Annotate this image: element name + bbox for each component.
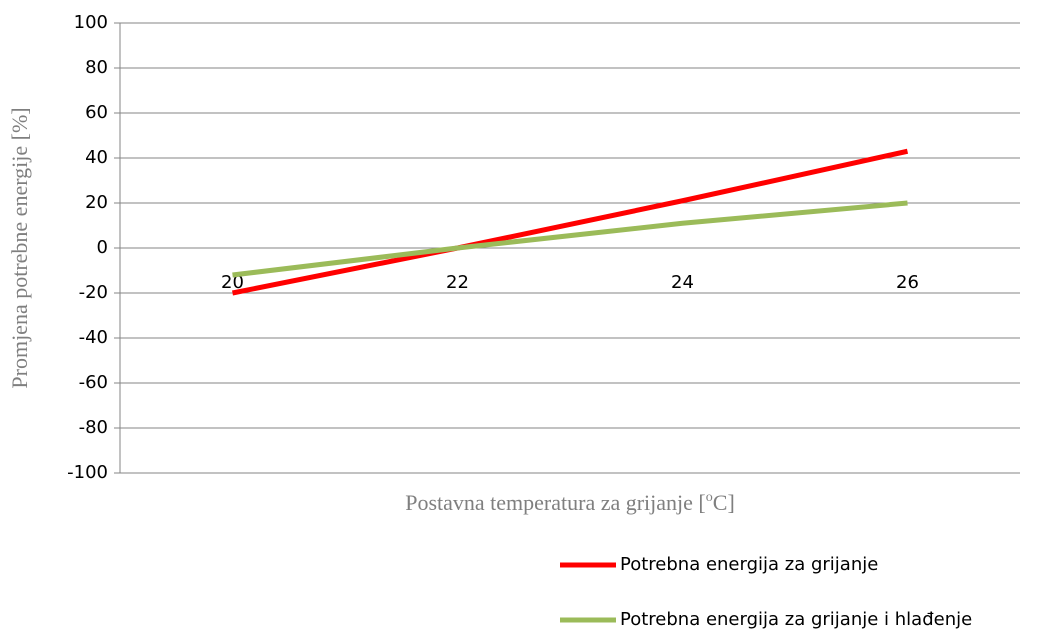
y-tick-label: 80	[85, 57, 108, 78]
y-tick-label: -40	[79, 327, 108, 348]
x-axis-label-part: Postavna temperatura za grijanje [	[405, 490, 706, 515]
y-tick-label: 20	[85, 192, 108, 213]
x-axis-label-part: C]	[713, 490, 735, 515]
y-tick-label: -20	[79, 282, 108, 303]
y-tick-label: 100	[74, 12, 108, 33]
y-tick-label: -100	[67, 462, 108, 483]
x-tick-label: 20	[221, 272, 244, 293]
y-tick-label: -80	[79, 417, 108, 438]
y-tick-label: 40	[85, 147, 108, 168]
x-tick-label: 26	[896, 272, 919, 293]
series-line	[232, 200, 908, 278]
x-tick-label: 22	[446, 272, 469, 293]
series-line	[232, 148, 909, 296]
legend-label: Potrebna energija za grijanje i hlađenje	[620, 609, 972, 630]
y-axis-label: Promjena potrebne energije [%]	[7, 107, 32, 388]
y-tick-label: -60	[79, 372, 108, 393]
x-tick-label: 24	[671, 272, 694, 293]
y-tick-label: 60	[85, 102, 108, 123]
x-axis-label-part: o	[706, 490, 713, 505]
x-axis-label: Postavna temperatura za grijanje [oC]	[405, 490, 735, 515]
legend-label: Potrebna energija za grijanje	[620, 554, 878, 575]
y-tick-label: 0	[97, 237, 108, 258]
